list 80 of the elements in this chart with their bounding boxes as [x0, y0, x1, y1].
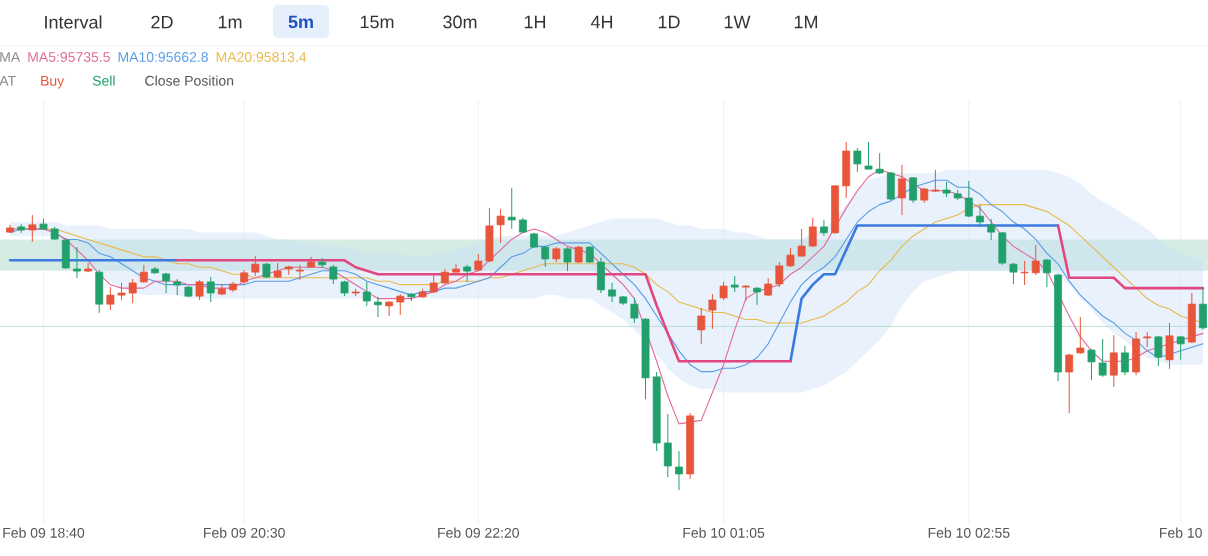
candlestick: [1154, 335, 1163, 367]
candlestick: [808, 217, 817, 248]
candlestick: [1098, 338, 1107, 378]
x-tick-label: Feb 10 02:55: [928, 527, 1010, 538]
candlestick: [719, 281, 728, 301]
candlestick: [987, 218, 996, 241]
candlestick: [541, 245, 550, 268]
candlestick: [396, 293, 405, 316]
candlestick: [797, 228, 806, 258]
candlestick: [753, 286, 761, 306]
text: Buy: [41, 75, 65, 89]
x-tick-label: Feb 09 22:20: [438, 527, 519, 538]
candlestick: [898, 164, 906, 216]
candlestick: [786, 247, 795, 268]
candlestick: [296, 264, 304, 281]
candlestick: [84, 262, 93, 273]
candlestick: [206, 276, 215, 303]
text: Sell: [92, 75, 115, 86]
candlestick: [251, 255, 260, 277]
candlestick: [195, 279, 204, 301]
candlestick: [1020, 260, 1029, 286]
candlestick: [697, 307, 706, 345]
candlestick: [28, 214, 37, 243]
candlestick: [909, 176, 918, 204]
text: MA: [0, 52, 21, 62]
candlestick: [964, 180, 973, 218]
text: Close Position: [145, 75, 234, 86]
candlestick: [1076, 316, 1085, 355]
candlestick: [463, 264, 472, 283]
candlestick: [741, 284, 750, 302]
text: 1m: [218, 15, 242, 29]
x-tick-label: Feb 10: [1160, 527, 1202, 538]
text: 15m: [360, 15, 394, 29]
candlestick: [864, 141, 873, 170]
text: 5m: [288, 15, 313, 29]
candlestick: [452, 263, 460, 276]
candlestick: [1065, 353, 1074, 414]
candlestick: [775, 261, 784, 288]
candlestick: [507, 187, 516, 230]
candlestick: [128, 278, 137, 304]
candlestick: [1087, 348, 1096, 381]
candlestick: [73, 246, 81, 279]
text: MA10:95662.8: [118, 52, 208, 62]
candlestick: [385, 300, 394, 317]
candlestick: [1009, 262, 1018, 285]
text: 1H: [524, 15, 546, 29]
candlestick: [675, 450, 683, 491]
text: Interval: [45, 15, 102, 29]
text: MA5:95735.5: [28, 52, 110, 62]
candlestick: [630, 297, 639, 324]
x-tick-label: Feb 09 18:40: [3, 527, 85, 538]
text: 1M: [794, 15, 818, 29]
candlestick: [608, 282, 616, 303]
candlestick: [1121, 345, 1129, 376]
candlestick: [374, 296, 382, 318]
candlestick: [329, 264, 338, 285]
candlestick: [496, 208, 505, 244]
candlestick: [976, 204, 984, 227]
candlestick: [106, 286, 115, 311]
candlestick: [663, 413, 672, 478]
text: 1D: [658, 15, 680, 29]
text: 1W: [724, 15, 751, 29]
text: AT: [0, 75, 16, 86]
x-tick-label: Feb 09 20:30: [204, 527, 285, 538]
candlestick: [820, 219, 828, 237]
candlestick: [563, 246, 572, 272]
text: 4H: [590, 15, 613, 29]
x-tick-label: Feb 10 01:05: [683, 527, 765, 538]
candlestick: [1109, 334, 1118, 388]
candlestick: [1199, 286, 1207, 331]
candlestick: [1031, 244, 1040, 276]
text: 30m: [443, 15, 477, 29]
text: MA20:95813.4: [216, 52, 307, 62]
text: 2D: [151, 15, 173, 29]
candlestick: [362, 281, 371, 307]
candlestick: [853, 147, 862, 173]
candlestick: [139, 264, 148, 284]
candlestick: [1042, 258, 1051, 288]
candlestick: [1176, 335, 1185, 361]
candlestick: [708, 293, 717, 330]
